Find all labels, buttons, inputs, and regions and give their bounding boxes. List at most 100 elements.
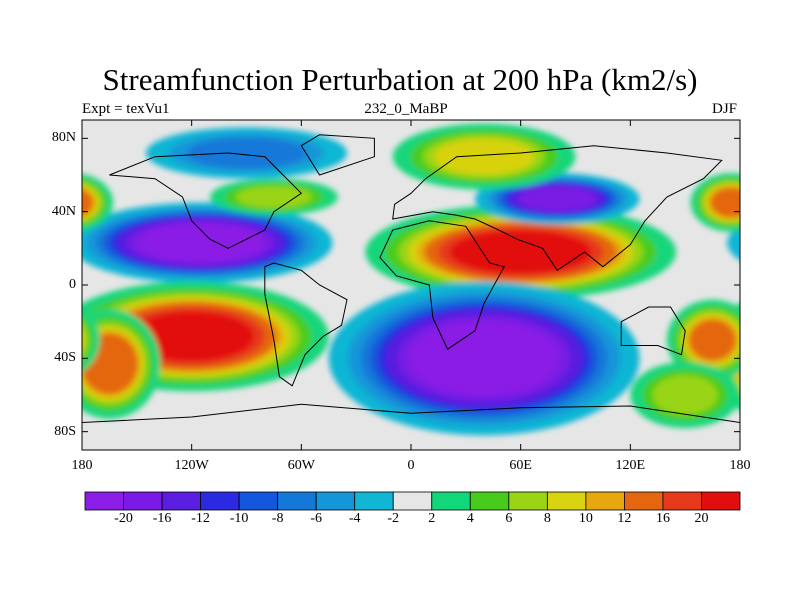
coastline-africa xyxy=(379,220,505,350)
contour-band xyxy=(769,215,800,270)
contour-band xyxy=(450,230,592,274)
contour-band xyxy=(739,358,740,369)
coastline-eurasia xyxy=(392,145,723,271)
contour-band xyxy=(758,300,800,373)
x-tick-label: 120W xyxy=(174,458,209,473)
coastline-greenland xyxy=(300,134,375,176)
x-tick-label: 60E xyxy=(509,458,532,473)
x-tick-label: 60W xyxy=(287,458,315,473)
coastline-antarctica xyxy=(82,403,740,450)
experiment-label: Expt = texVu1 xyxy=(82,101,170,117)
colorbar-swatch xyxy=(431,491,471,511)
colorbar-swatch xyxy=(161,491,201,511)
y-tick-label: 80S xyxy=(54,423,76,439)
y-tick-label: 40N xyxy=(51,203,76,219)
contour-band xyxy=(777,307,800,366)
colorbar-label: -16 xyxy=(152,511,172,526)
colorbar-swatch xyxy=(662,491,702,511)
colorbar-label: -20 xyxy=(114,511,133,526)
contour-band xyxy=(433,138,535,175)
colorbar-swatch xyxy=(546,491,587,511)
x-tick-label: 0 xyxy=(407,458,415,473)
colorbar-swatch xyxy=(123,491,163,511)
chart-title: Streamfunction Perturbation at 200 hPa (… xyxy=(102,62,698,97)
field-southern-ocean-high xyxy=(0,362,740,428)
colorbar-label: 10 xyxy=(578,511,593,526)
colorbar-label: -2 xyxy=(387,511,400,526)
contour-band xyxy=(0,370,69,421)
contour-band xyxy=(82,322,89,358)
field-layer xyxy=(0,123,800,436)
field-north-pacific-high xyxy=(82,173,740,232)
colorbar-label: 20 xyxy=(694,511,709,526)
colorbar-label: 16 xyxy=(655,511,670,526)
colorbar-label: -10 xyxy=(229,511,249,526)
contour-band xyxy=(518,186,597,211)
colorbar-swatch xyxy=(238,491,279,511)
contour-band xyxy=(0,362,82,428)
y-tick-label: 80N xyxy=(51,130,76,146)
colorbar-swatch xyxy=(200,491,240,511)
coastline-layer xyxy=(82,134,740,450)
colorbar-swatch xyxy=(277,491,317,511)
colorbar-swatch xyxy=(701,491,741,511)
colorbar-swatch xyxy=(84,491,124,511)
contour-band xyxy=(730,317,740,356)
contour-band xyxy=(732,341,740,387)
contour-band xyxy=(796,223,800,262)
colorbar-swatch xyxy=(354,491,394,511)
field-eurasia-arctic-high xyxy=(392,123,576,190)
y-tick-label: 0 xyxy=(69,277,76,292)
coastline-north-america xyxy=(109,152,303,249)
contour-band xyxy=(409,321,559,396)
contour-band xyxy=(775,217,800,268)
contour-band xyxy=(689,319,736,361)
colorbar-label: 4 xyxy=(466,511,474,526)
y-tick-label: 40S xyxy=(54,350,76,366)
contour-band xyxy=(652,375,718,415)
field-southern-africa-low xyxy=(328,281,640,436)
field-africa-asia-high xyxy=(365,204,677,300)
colorbar-label: 6 xyxy=(505,511,513,526)
field-tropical-pacific-low-nh xyxy=(82,202,800,284)
contour-band xyxy=(786,221,800,266)
contour-band xyxy=(82,189,93,216)
contour-band xyxy=(82,330,85,350)
colorbar xyxy=(84,491,741,511)
colorbar-label: 2 xyxy=(428,511,436,526)
contour-band xyxy=(137,223,265,263)
colorbar-swatch xyxy=(585,491,625,511)
colorbar-label: 8 xyxy=(543,511,551,526)
colorbar-label: -12 xyxy=(191,511,210,526)
colorbar-swatch xyxy=(469,491,510,511)
colorbar-label: -6 xyxy=(310,511,322,526)
colorbar-label: -8 xyxy=(271,511,284,526)
colorbar-swatch xyxy=(315,491,356,511)
contour-band xyxy=(710,187,740,218)
contour-band xyxy=(736,348,740,380)
x-tick-label: 120E xyxy=(615,458,646,473)
field-south-indian-high xyxy=(82,299,740,381)
contour-band xyxy=(787,311,800,361)
contour-band xyxy=(754,211,800,275)
contour-band xyxy=(727,225,740,261)
x-tick-label: 180 xyxy=(71,458,93,473)
coastline-south-america xyxy=(264,262,348,387)
contour-band xyxy=(742,293,800,380)
contour-band xyxy=(762,213,800,272)
tick-layer xyxy=(81,120,741,450)
contour-band xyxy=(0,375,60,414)
contour-band xyxy=(765,302,800,370)
contour-band xyxy=(235,186,312,208)
field-north-america-arctic-low xyxy=(145,127,348,179)
colorbar-label: 12 xyxy=(617,511,632,526)
contour-band xyxy=(129,311,254,362)
contour-band xyxy=(186,137,307,169)
season-label: DJF xyxy=(712,101,738,117)
contour-band xyxy=(751,297,800,376)
case-label: 232_0_MaBP xyxy=(364,101,448,117)
coastline-australia xyxy=(620,306,686,356)
colorbar-swatch xyxy=(392,491,433,511)
colorbar-label: -4 xyxy=(348,511,361,526)
